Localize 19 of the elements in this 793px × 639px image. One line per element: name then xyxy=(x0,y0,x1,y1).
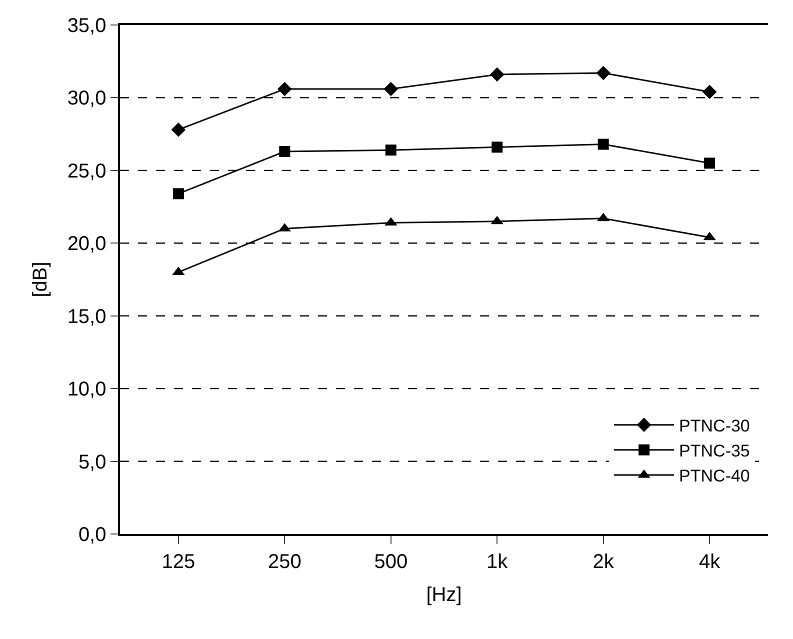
y-tick-label: 5,0 xyxy=(78,451,106,474)
legend-label: PTNC-40 xyxy=(679,466,750,486)
y-tick-label: 0,0 xyxy=(78,524,106,546)
x-tick-label: 250 xyxy=(268,550,302,573)
x-tick-label: 125 xyxy=(162,550,196,573)
y-tick-label: 25,0 xyxy=(67,160,106,182)
y-tick-label: 10,0 xyxy=(67,378,106,401)
x-tick-label: 2k xyxy=(592,550,615,573)
y-tick-label: 35,0 xyxy=(67,15,106,37)
legend-label: PTNC-35 xyxy=(679,442,750,461)
legend-label: PTNC-30 xyxy=(679,416,750,436)
y-tick-label: 20,0 xyxy=(67,233,106,256)
x-tick-label: 1k xyxy=(486,550,509,573)
x-tick-label: 4k xyxy=(699,550,722,573)
x-axis-title: [Hz] xyxy=(426,584,462,606)
y-axis-title: [dB] xyxy=(29,262,52,298)
y-tick-label: 30,0 xyxy=(67,88,106,110)
x-tick-label: 500 xyxy=(374,550,408,573)
y-tick-label: 15,0 xyxy=(67,306,106,328)
